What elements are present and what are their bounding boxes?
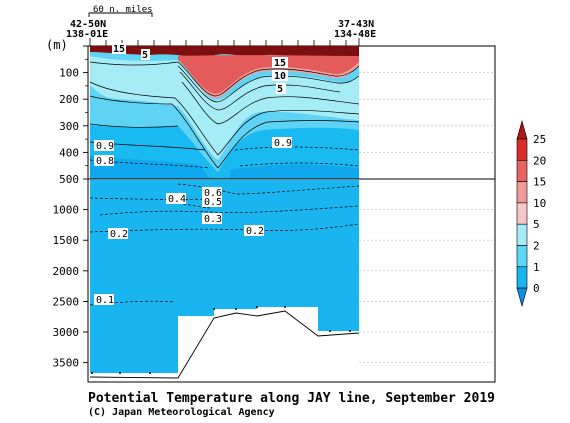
upper-contours [89,61,360,169]
distance-scale-label: 60 n. miles [93,5,153,15]
y-tick-label: 1000 [53,204,80,217]
colorbar-tick-label: 20 [533,154,546,167]
colorbar-segment [516,160,528,182]
seabed-profile [89,310,360,379]
contour-label-0.9-left: 0.9 [96,141,114,152]
chart-title: Potential Temperature along JAY line, Se… [88,391,495,406]
colorbar-tick-label: 5 [533,218,540,231]
colorbar-tick-label: 10 [533,197,546,210]
contour-label-15-left: 15 [113,44,125,55]
colorbar-tick-label: 25 [533,133,546,146]
contour-label-15-right: 15 [274,58,286,69]
contour-label-0.9-right: 0.9 [274,138,292,149]
y-tick-label: 400 [59,146,79,159]
contour-label-0.3: 0.3 [204,214,222,225]
contour-label-0.5: 0.5 [204,197,222,208]
y-tick-label: 1500 [53,234,80,247]
y-axis-unit-label: (m) [46,38,68,52]
contour-label-0.4: 0.4 [168,194,186,205]
y-tick-label: 3500 [53,357,80,370]
colorbar-max-arrow [516,119,528,140]
contour-label-0.1: 0.1 [96,295,114,306]
colorbar-min-arrow [516,287,528,308]
y-tick-label: 500 [59,173,79,186]
left-station-lat: 42-50N [70,19,106,30]
right-station-lon: 134-48E [334,29,376,40]
colorbar-tick-label: 0 [533,282,540,295]
y-tick-label: 300 [59,120,79,133]
colorbar-tick-label: 1 [533,261,540,274]
y-tick-label: 100 [59,67,79,80]
seabed-stations [91,306,351,374]
y-axis: 100 200 300 400 500 1000 1500 2000 2500 3000 3500 [53,45,88,370]
y-tick-label: 3000 [53,326,80,339]
distance-scale: 60 n. miles [88,5,153,17]
y-tick-label: 2000 [53,265,80,278]
contour-label-10-right: 10 [274,71,286,82]
contour-labels: 15 5 15 10 5 0.9 0.8 0.9 0.6 0.5 0.4 0.3… [94,43,292,306]
colorbar-segment [516,202,528,225]
contour-label-0.6: 0.6 [204,188,222,199]
colorbar-segment [516,266,528,289]
colorbar-tick-label: 15 [533,176,546,189]
station-ticks [89,38,360,46]
colorbar-segment [516,138,528,161]
contour-label-5-left: 5 [142,50,148,61]
y-tick-label: 2500 [53,295,80,308]
contour-label-0.2-right: 0.2 [246,226,264,237]
lower-section [90,180,359,373]
contour-label-5-right: 5 [277,84,283,95]
contour-label-0.8-left: 0.8 [96,156,114,167]
y-tick-label: 200 [59,93,79,106]
colorbar-segment [516,245,528,268]
colorbar-tick-label: 2 [533,240,540,253]
colorbar-segment [516,181,528,204]
contour-label-0.2-left: 0.2 [110,229,128,240]
chart-credit: (C) Japan Meteorological Agency [88,406,275,418]
colorbar-segment [516,223,528,246]
left-station-lon: 138-01E [66,29,108,40]
upper-section [90,46,359,179]
gridlines [359,72,495,363]
right-station-lat: 37-43N [338,19,374,30]
